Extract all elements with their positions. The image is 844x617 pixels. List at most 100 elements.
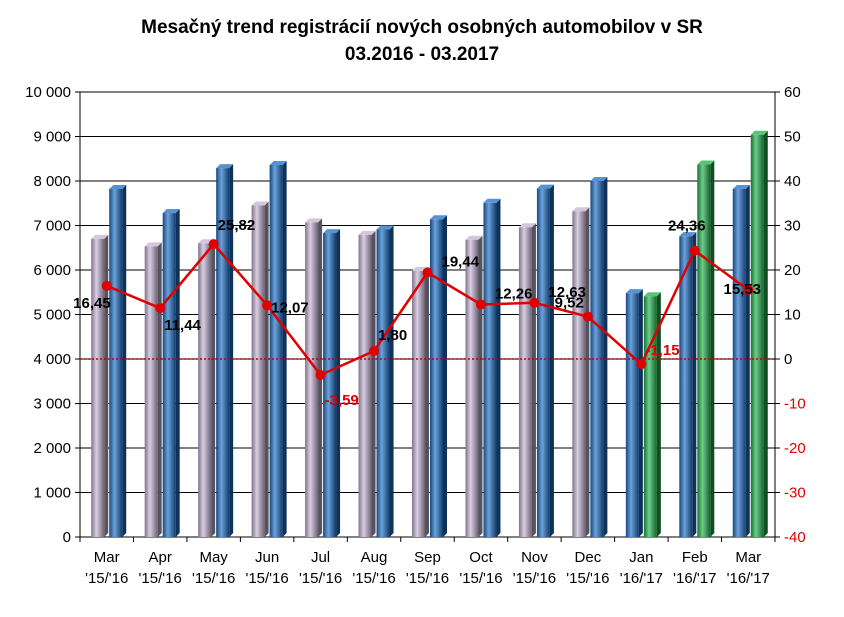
bar-top (572, 207, 590, 212)
left-axis-tick-label: 6 000 (33, 262, 71, 279)
x-axis-label-period: '15/'16 (459, 570, 502, 587)
bar-side (336, 229, 341, 537)
x-axis-label-period: '16/'17 (727, 570, 770, 587)
bar (625, 293, 639, 537)
bar-side (157, 242, 162, 538)
bar (697, 164, 711, 537)
line-data-label: 12,26 (495, 285, 533, 302)
bar (91, 238, 105, 537)
x-axis-label-period: '15/'16 (139, 570, 182, 587)
left-axis-tick-label: 7 000 (33, 218, 71, 235)
left-axis-tick-label: 1 000 (33, 485, 71, 502)
x-axis-label-month: Dec (575, 549, 602, 566)
bar-side (478, 235, 483, 538)
line-point (689, 245, 700, 256)
line-point (582, 311, 593, 322)
bar (412, 270, 425, 537)
bar (483, 202, 497, 537)
bar (323, 233, 337, 537)
line-point (369, 345, 380, 356)
bar-side (443, 215, 447, 537)
bar (109, 189, 123, 537)
bar-top (518, 223, 536, 228)
line-point (743, 284, 754, 295)
line-data-label: 15,53 (723, 281, 761, 298)
left-axis-tick-label: 9 000 (33, 129, 71, 146)
bar-side (496, 198, 501, 537)
bar (430, 219, 443, 537)
x-axis-label-period: '16/'17 (673, 570, 716, 587)
bar-top (643, 292, 661, 297)
x-axis-label-month: Jun (255, 549, 279, 566)
chart-title: Mesačný trend registrácií nových osobnýc… (141, 17, 703, 38)
bar-side (264, 201, 269, 537)
line-point (262, 300, 273, 311)
bar-top (625, 289, 643, 294)
bar-top (305, 218, 323, 223)
bar (358, 234, 372, 537)
bar-top (376, 225, 394, 230)
bar (750, 134, 764, 537)
line-data-label: 16,45 (73, 295, 111, 312)
bar-side (710, 160, 715, 537)
line-point (315, 369, 326, 380)
line-data-label: 25,82 (218, 217, 256, 234)
x-axis-label-month: Feb (682, 549, 708, 566)
left-axis-tick-label: 5 000 (33, 307, 71, 324)
bar-side (692, 232, 697, 537)
bar-side (425, 266, 429, 537)
bar (465, 239, 479, 538)
bar-side (282, 160, 287, 538)
bar-side (763, 130, 768, 537)
bar (376, 229, 390, 537)
left-axis-tick-label: 4 000 (33, 351, 71, 368)
right-axis-tick-label: 60 (784, 84, 801, 101)
right-axis-tick-label: 0 (784, 351, 792, 368)
bar-side (531, 223, 536, 537)
bar-top (590, 177, 608, 181)
bar (572, 211, 586, 537)
right-axis-tick-label: -40 (784, 529, 806, 546)
right-axis-tick-label: 30 (784, 218, 801, 235)
bar-top (358, 230, 376, 235)
bar-side (656, 292, 661, 537)
x-axis-label-period: '15/'16 (406, 570, 449, 587)
bar-top (750, 130, 768, 135)
bar (732, 189, 746, 537)
x-axis-label-period: '16/'17 (620, 570, 663, 587)
line-data-label: 11,44 (164, 317, 201, 334)
x-axis-label-period: '15/'16 (299, 570, 342, 587)
bar-top (269, 160, 287, 165)
line-data-label: -1,15 (645, 342, 679, 359)
bar-side (745, 185, 750, 537)
bar-side (104, 234, 109, 537)
line-point (101, 280, 112, 291)
bar-side (603, 177, 608, 537)
bar-top (162, 209, 180, 214)
bar-top (91, 234, 109, 239)
bar-side (122, 185, 127, 537)
right-axis-tick-label: -20 (784, 440, 806, 457)
line-point (208, 239, 219, 250)
bar-side (175, 209, 180, 538)
x-axis-label-period: '15/'16 (192, 570, 235, 587)
bar-side (371, 230, 376, 537)
x-axis-label-period: '15/'16 (245, 570, 288, 587)
x-axis-label-month: Mar (94, 549, 120, 566)
bar-top (323, 229, 341, 234)
right-axis-tick-label: 20 (784, 262, 801, 279)
bar (679, 236, 693, 537)
bar (643, 296, 657, 537)
x-axis-label-month: Jan (629, 549, 653, 566)
x-axis-label-month: Nov (521, 549, 548, 566)
line-data-label: 19,44 (442, 253, 480, 270)
bar-side (389, 225, 394, 537)
bar-top (109, 185, 127, 190)
bar (162, 213, 176, 538)
x-axis-label-month: Oct (469, 549, 493, 566)
bar (251, 205, 265, 537)
x-axis-label-month: May (199, 549, 228, 566)
right-axis-tick-label: -30 (784, 485, 806, 502)
left-axis-tick-label: 10 000 (25, 84, 71, 101)
